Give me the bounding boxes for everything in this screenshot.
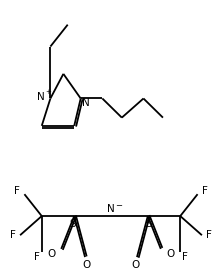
Text: S: S [146, 219, 152, 229]
Text: O: O [132, 260, 140, 270]
Text: F: F [182, 252, 188, 262]
Text: O: O [166, 249, 174, 259]
Text: S: S [70, 219, 76, 229]
Text: O: O [82, 260, 90, 270]
Text: F: F [34, 252, 40, 262]
Text: F: F [206, 230, 212, 240]
Text: N: N [37, 92, 45, 102]
Text: +: + [45, 89, 51, 95]
Text: −: − [115, 201, 122, 210]
Text: F: F [202, 186, 208, 196]
Text: N: N [107, 204, 115, 214]
Text: F: F [14, 186, 20, 196]
Text: O: O [48, 249, 56, 259]
Text: F: F [10, 230, 16, 240]
Text: N: N [82, 98, 89, 109]
